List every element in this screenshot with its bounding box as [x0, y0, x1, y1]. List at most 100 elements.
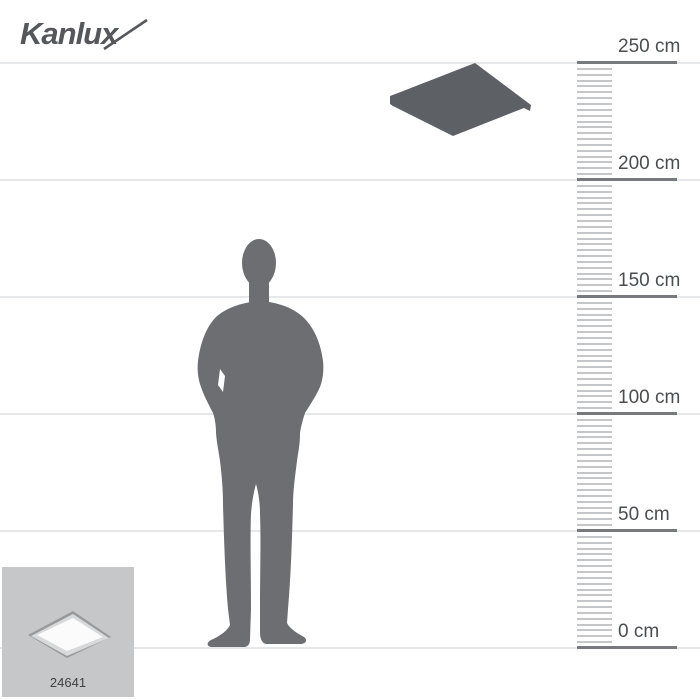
ruler-minor-tick [577, 167, 612, 170]
person-hand-gap [218, 369, 225, 392]
ruler-minor-tick [577, 600, 612, 603]
ruler-major-line-0cm [577, 646, 677, 649]
ruler-minor-tick [577, 407, 612, 410]
ruler-minor-tick [577, 512, 612, 515]
ruler-minor-tick [577, 102, 612, 105]
gridline-100cm [0, 413, 700, 415]
gridline-200cm [0, 179, 700, 181]
ruler-label-250cm: 250 cm [618, 36, 681, 57]
person-head [242, 239, 276, 287]
ruler-minor-tick [577, 430, 612, 433]
ruler-minor-tick [577, 114, 612, 117]
ruler-minor-tick [577, 617, 612, 620]
ruler-minor-tick [577, 611, 612, 614]
ruler-minor-tick [577, 91, 612, 94]
ruler-minor-tick [577, 553, 612, 556]
ruler-minor-tick [577, 641, 612, 644]
ruler-minor-tick [577, 559, 612, 562]
ruler-minor-tick [577, 442, 612, 445]
ruler-minor-tick [577, 366, 612, 369]
ruler-minor-tick [577, 266, 612, 269]
ruler-major-line-200cm [577, 178, 677, 181]
ruler-minor-tick [577, 336, 612, 339]
person-body [197, 301, 324, 647]
ruler-minor-tick [577, 535, 612, 538]
ruler-minor-tick [577, 319, 612, 322]
ruler-minor-tick [577, 448, 612, 451]
ruler-label-0cm: 0 cm [618, 621, 660, 642]
ruler-minor-tick [577, 278, 612, 281]
ruler-minor-tick [577, 524, 612, 527]
ruler-minor-tick [577, 184, 612, 187]
ruler-minor-tick [577, 301, 612, 304]
ruler-minor-tick [577, 465, 612, 468]
ruler-minor-tick [577, 79, 612, 82]
ceiling-panel-light-photo [28, 611, 111, 658]
ruler-minor-tick [577, 108, 612, 111]
ruler-minor-tick [577, 506, 612, 509]
ceiling-light-silhouette [390, 63, 531, 136]
ruler-minor-tick [577, 541, 612, 544]
ruler-minor-tick [577, 459, 612, 462]
ruler-minor-tick [577, 249, 612, 252]
gridline-0cm [0, 647, 700, 649]
ruler-minor-tick [577, 155, 612, 158]
ruler-minor-tick [577, 219, 612, 222]
kanlux-logo-text: Kanlux [20, 16, 118, 51]
ruler-minor-tick [577, 97, 612, 100]
ruler-minor-tick [577, 290, 612, 293]
ruler-minor-tick [577, 342, 612, 345]
ruler-minor-tick [577, 73, 612, 76]
ruler-minor-tick [577, 377, 612, 380]
ruler-minor-tick [577, 360, 612, 363]
ruler-minor-tick [577, 383, 612, 386]
ruler-minor-tick [577, 202, 612, 205]
ruler-minor-tick [577, 354, 612, 357]
ruler-minor-tick [577, 196, 612, 199]
ceiling-panel-icon [390, 63, 531, 136]
ruler-minor-tick [577, 126, 612, 129]
ruler-minor-tick [577, 453, 612, 456]
ruler-minor-tick [577, 237, 612, 240]
ruler-minor-tick [577, 348, 612, 351]
ruler-minor-tick [577, 565, 612, 568]
ruler-minor-tick [577, 623, 612, 626]
ruler-minor-tick [577, 325, 612, 328]
ruler-minor-tick [577, 67, 612, 70]
ruler-minor-tick [577, 494, 612, 497]
gridline-150cm [0, 296, 700, 298]
ruler-minor-tick [577, 594, 612, 597]
ruler-minor-tick [577, 401, 612, 404]
ruler-minor-tick [577, 500, 612, 503]
ruler-label-100cm: 100 cm [618, 387, 681, 408]
ruler-major-line-150cm [577, 295, 677, 298]
kanlux-logo: Kanlux [20, 12, 170, 62]
ruler-minor-tick [577, 231, 612, 234]
person-silhouette [197, 239, 324, 647]
ruler-minor-tick [577, 313, 612, 316]
ruler-minor-tick [577, 260, 612, 263]
ruler-minor-tick [577, 635, 612, 638]
ruler-minor-tick [577, 372, 612, 375]
ruler-minor-tick [577, 518, 612, 521]
ruler-minor-tick [577, 629, 612, 632]
panel-face [37, 618, 103, 651]
ruler-major-line-50cm [577, 529, 677, 532]
ruler-minor-tick [577, 138, 612, 141]
ruler-minor-tick [577, 284, 612, 287]
gridline-250cm [0, 62, 700, 64]
product-thumbnail[interactable]: 24641 [2, 567, 134, 697]
ruler-minor-tick [577, 489, 612, 492]
product-code: 24641 [49, 675, 87, 690]
ruler-minor-tick [577, 483, 612, 486]
ruler-minor-tick [577, 143, 612, 146]
person-neck [249, 277, 269, 305]
ruler-minor-tick [577, 173, 612, 176]
ruler-minor-tick [577, 255, 612, 258]
gridline-50cm [0, 530, 700, 532]
ruler-minor-tick [577, 436, 612, 439]
ruler-major-line-250cm [577, 61, 677, 64]
ruler-minor-tick [577, 418, 612, 421]
ruler-minor-tick [577, 588, 612, 591]
